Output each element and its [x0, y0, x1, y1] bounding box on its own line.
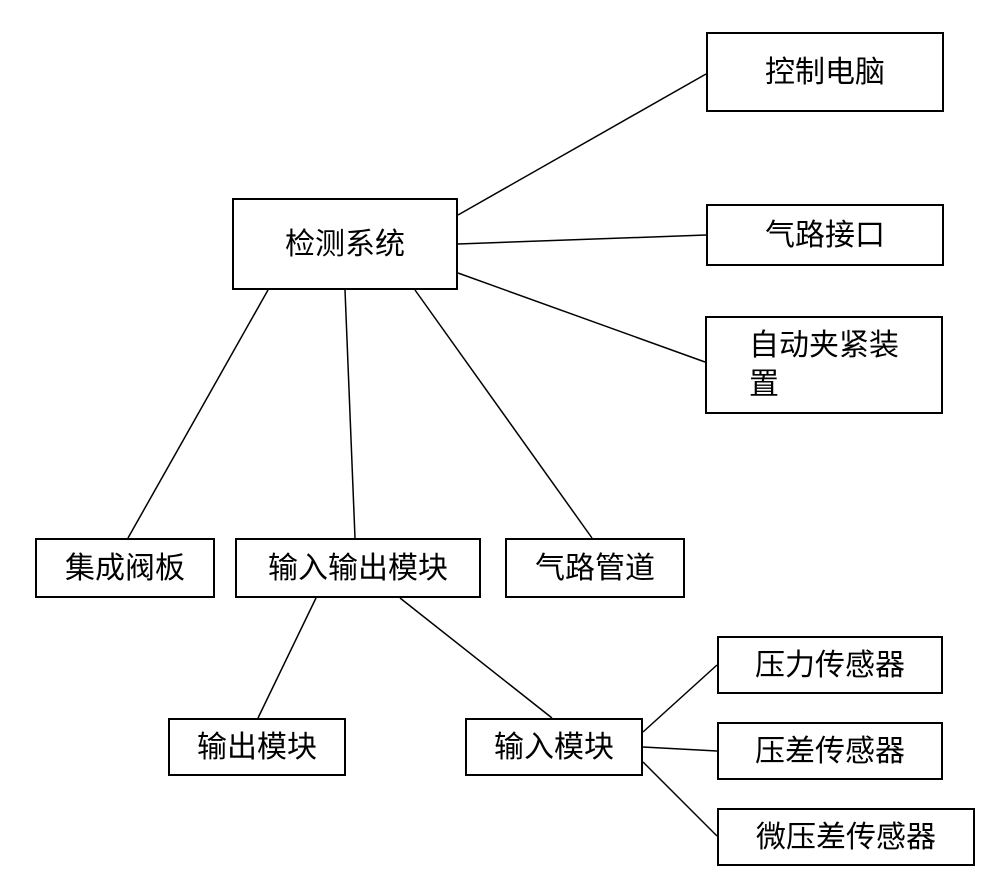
node-in_mod: 输入模块	[465, 718, 643, 776]
edge-root-gas_pipe	[415, 290, 592, 538]
node-label-root: 检测系统	[285, 225, 405, 264]
edge-in_mod-dp_sensor	[643, 747, 717, 751]
edge-in_mod-p_sensor	[643, 665, 717, 732]
edge-root-valve	[128, 290, 268, 538]
node-gas_port: 气路接口	[706, 204, 944, 266]
node-label-dp_sensor: 压差传感器	[755, 732, 905, 771]
edge-in_mod-mdp_sensor	[643, 762, 717, 836]
node-ctrl_pc: 控制电脑	[706, 32, 944, 112]
edge-io_mod-out_mod	[258, 598, 316, 718]
node-label-in_mod: 输入模块	[494, 728, 614, 767]
node-label-out_mod: 输出模块	[197, 728, 317, 767]
node-label-io_mod: 输入输出模块	[268, 549, 448, 588]
edge-root-io_mod	[345, 290, 355, 538]
node-valve: 集成阀板	[35, 538, 215, 598]
node-io_mod: 输入输出模块	[235, 538, 481, 598]
node-label-ctrl_pc: 控制电脑	[765, 53, 885, 92]
edge-root-clamp	[458, 273, 705, 362]
node-p_sensor: 压力传感器	[717, 636, 943, 694]
node-dp_sensor: 压差传感器	[717, 722, 943, 780]
node-label-valve: 集成阀板	[65, 549, 185, 588]
node-out_mod: 输出模块	[168, 718, 346, 776]
node-label-mdp_sensor: 微压差传感器	[756, 818, 936, 857]
node-label-p_sensor: 压力传感器	[755, 646, 905, 685]
edge-root-ctrl_pc	[458, 74, 706, 215]
node-root: 检测系统	[232, 198, 458, 290]
node-mdp_sensor: 微压差传感器	[717, 808, 975, 866]
edge-io_mod-in_mod	[400, 598, 552, 718]
node-label-gas_port: 气路接口	[765, 216, 885, 255]
node-gas_pipe: 气路管道	[505, 538, 685, 598]
node-label-clamp: 自动夹紧装 置	[749, 326, 899, 404]
edge-root-gas_port	[458, 235, 706, 244]
node-clamp: 自动夹紧装 置	[705, 316, 943, 414]
node-label-gas_pipe: 气路管道	[535, 549, 655, 588]
